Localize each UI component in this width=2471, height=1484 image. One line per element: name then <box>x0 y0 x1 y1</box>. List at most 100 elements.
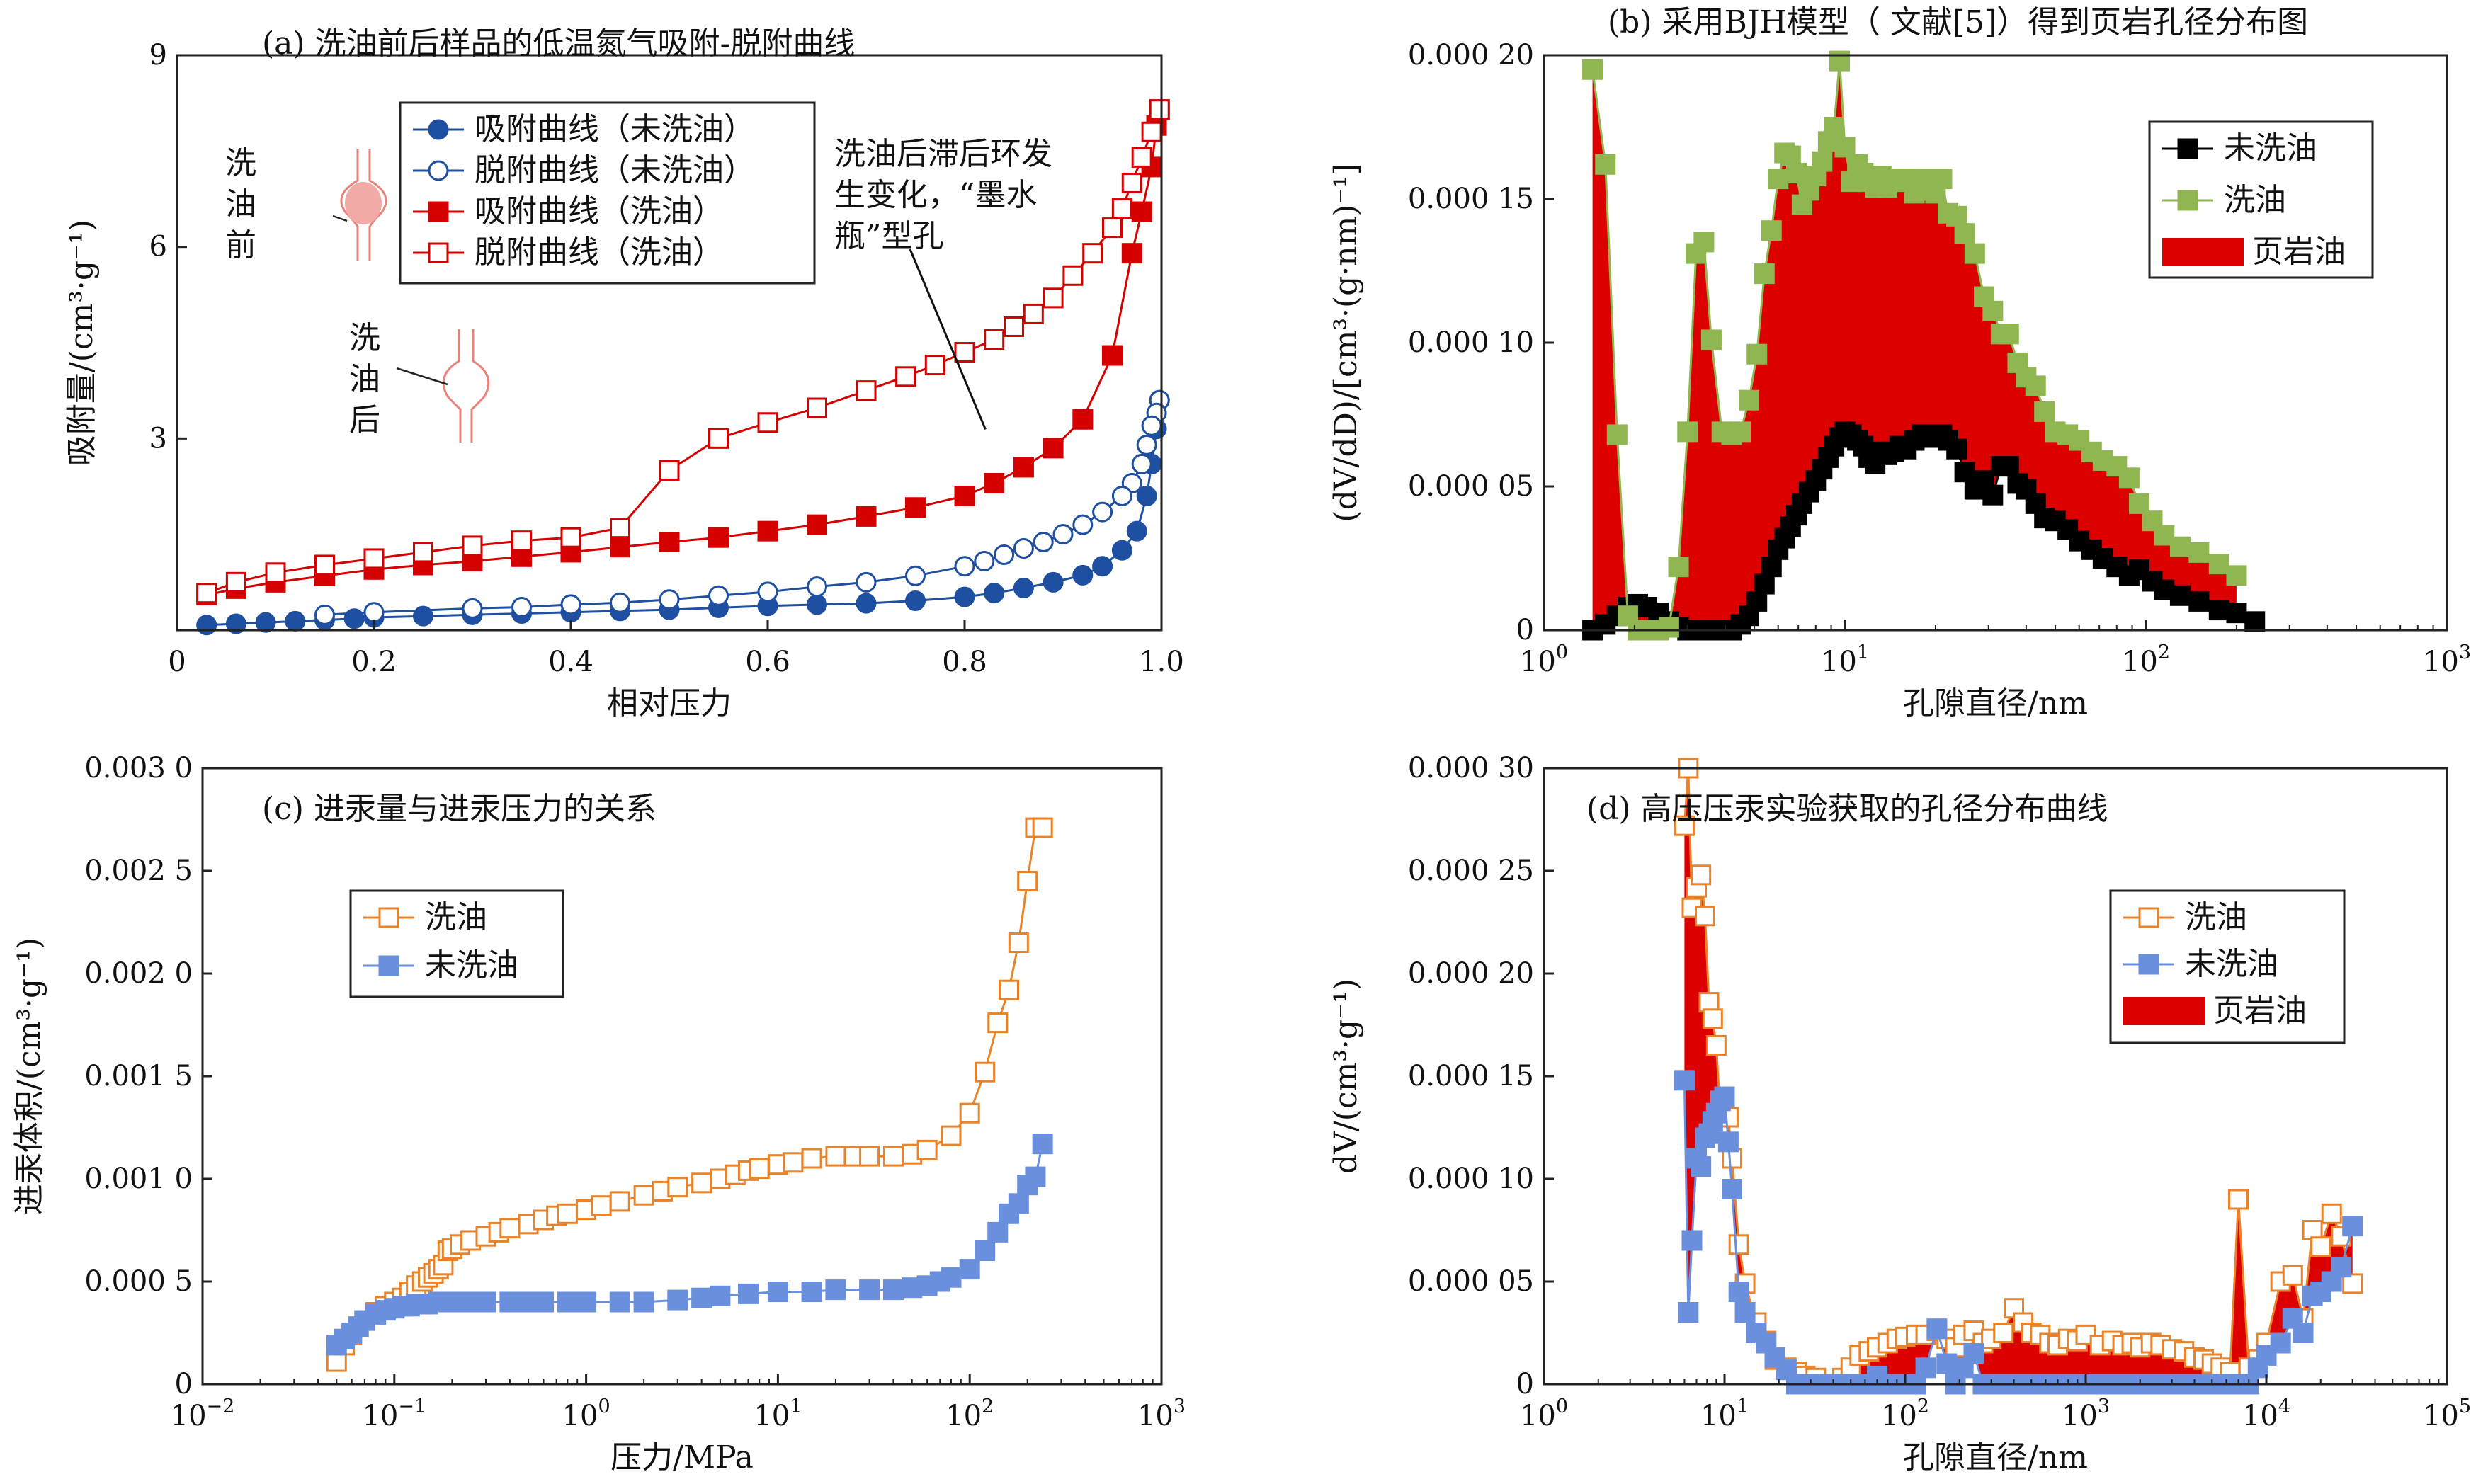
x-tick-label-c: 102 <box>945 1395 994 1432</box>
data-point-c-1 <box>667 1289 688 1311</box>
data-point-b-0 <box>2226 603 2247 624</box>
legend-label: 吸附曲线（洗油） <box>475 193 724 229</box>
data-point-d-1 <box>1674 1070 1695 1091</box>
legend-label: 脱附曲线（洗油） <box>475 234 724 270</box>
data-point-c-1 <box>882 1279 904 1301</box>
x-tick-label-d: 105 <box>2423 1395 2471 1432</box>
y-axis-label-d: dV/(cm³·g⁻¹) <box>1328 978 1364 1174</box>
data-point-b-1 <box>2226 565 2247 586</box>
oil-fill-icon <box>345 182 382 224</box>
data-point-a-1 <box>905 565 926 586</box>
data-point-b-1 <box>2118 467 2140 489</box>
data-point-a-3 <box>984 329 1005 350</box>
data-point-a-0 <box>856 593 877 614</box>
data-point-c-0 <box>998 979 1019 1000</box>
data-point-a-2 <box>610 537 630 558</box>
data-point-a-1 <box>1072 514 1094 535</box>
data-point-d-0 <box>1722 1148 1743 1169</box>
data-point-d-1 <box>1717 1131 1739 1153</box>
data-point-a-2 <box>807 514 827 535</box>
data-point-c-0 <box>667 1177 688 1198</box>
data-point-a-3 <box>560 527 581 548</box>
data-point-b-1 <box>1730 421 1751 443</box>
y-tick-label-d: 0.000 05 <box>1408 1265 1534 1298</box>
legend-swatch-fill <box>2123 997 2205 1025</box>
inset-callout-line <box>332 215 348 222</box>
data-point-b-1 <box>2034 401 2055 422</box>
data-point-a-0 <box>285 610 306 632</box>
data-point-c-0 <box>882 1146 904 1167</box>
data-point-a-2 <box>1121 243 1142 264</box>
data-point-a-1 <box>1111 486 1132 507</box>
plot-frame-a <box>176 54 1163 632</box>
data-point-c-0 <box>633 1185 654 1206</box>
data-point-a-1 <box>757 581 778 603</box>
y-tick-label-a: 6 <box>149 231 167 263</box>
annotation-text: 瓶”型孔 <box>834 218 944 254</box>
legend-swatch-marker <box>2177 190 2198 211</box>
data-point-c-1 <box>557 1291 578 1313</box>
x-tick-label-d: 104 <box>2242 1395 2290 1432</box>
data-point-a-1 <box>560 594 581 615</box>
shale-oil-fill-d <box>1684 768 2353 1384</box>
data-point-a-1 <box>994 544 1015 566</box>
data-point-b-1 <box>1582 59 1603 80</box>
data-point-d-0 <box>1728 1234 1749 1255</box>
legend-label: 洗油 <box>2185 899 2247 935</box>
chart-title-b: (b) 采用BJH模型（ 文献[5]）得到页岩孔径分布图 <box>1608 4 2308 40</box>
data-point-b-1 <box>1824 117 1845 137</box>
data-point-c-1 <box>609 1291 630 1313</box>
data-point-a-0 <box>905 590 926 611</box>
y-tick-label-d: 0.000 30 <box>1408 752 1534 784</box>
legend-label: 洗油 <box>2224 182 2286 218</box>
data-point-c-0 <box>801 1148 822 1169</box>
data-point-c-1 <box>710 1285 731 1306</box>
data-point-b-0 <box>2169 585 2191 606</box>
data-point-a-0 <box>1111 540 1132 561</box>
data-point-c-1 <box>941 1267 962 1288</box>
data-point-d-0 <box>1993 1323 2014 1343</box>
data-point-a-3 <box>1141 121 1162 142</box>
data-point-d-1 <box>1678 1302 1699 1323</box>
data-point-a-1 <box>954 556 975 577</box>
x-tick-label-c: 10−2 <box>171 1395 235 1432</box>
y-tick-label-c: 0.000 5 <box>84 1265 193 1298</box>
data-point-a-2 <box>1013 457 1034 478</box>
y-tick-label-b: 0.000 05 <box>1408 470 1534 503</box>
data-point-b-1 <box>1746 343 1768 365</box>
data-point-a-0 <box>196 615 217 636</box>
data-point-b-1 <box>1658 617 1679 638</box>
x-tick-label-c: 103 <box>1137 1395 1186 1432</box>
x-tick-label-d: 102 <box>1881 1395 1929 1432</box>
data-point-d-1 <box>1963 1343 1984 1364</box>
legend-label: 吸附曲线（未洗油） <box>475 111 755 147</box>
data-point-a-2 <box>708 527 729 548</box>
data-point-a-0 <box>1092 556 1113 577</box>
data-point-c-1 <box>633 1291 654 1313</box>
panel-a: 0 0.2 0.4 0.6 0.8 1.0 3 6 9 相对压力 吸附量/(cm³·g⁻¹) (a) … <box>64 25 1184 721</box>
data-point-a-3 <box>1023 303 1044 324</box>
data-point-d-0 <box>1702 1008 1723 1029</box>
x-tick-label-a: 0.8 <box>942 646 987 678</box>
data-point-d-0 <box>2342 1273 2363 1294</box>
y-tick-label-a: 3 <box>149 422 167 455</box>
data-point-c-0 <box>825 1146 846 1167</box>
data-point-b-1 <box>1834 137 1856 158</box>
data-point-b-1 <box>1812 151 1833 172</box>
inset-label-after: 油 <box>349 361 380 397</box>
data-point-c-1 <box>737 1283 759 1304</box>
y-tick-label-b: 0.000 10 <box>1408 326 1534 359</box>
y-tick-label-c: 0.002 5 <box>84 855 193 887</box>
x-tick-label-c: 101 <box>754 1395 802 1432</box>
inset-label-before: 油 <box>225 186 256 222</box>
data-point-a-2 <box>1043 438 1064 459</box>
data-point-a-3 <box>196 583 217 604</box>
data-point-c-0 <box>499 1218 521 1239</box>
data-point-a-3 <box>511 530 532 552</box>
panel-d: 100 101 102 103 104 105 0 0.000 05 0.000 10 0.000… <box>1328 752 2471 1476</box>
data-point-a-2 <box>856 506 877 527</box>
y-tick-label-d: 0.000 25 <box>1408 855 1534 887</box>
data-point-b-0 <box>2208 600 2229 621</box>
data-point-b-1 <box>1964 243 1985 264</box>
data-point-d-1 <box>2293 1323 2314 1343</box>
